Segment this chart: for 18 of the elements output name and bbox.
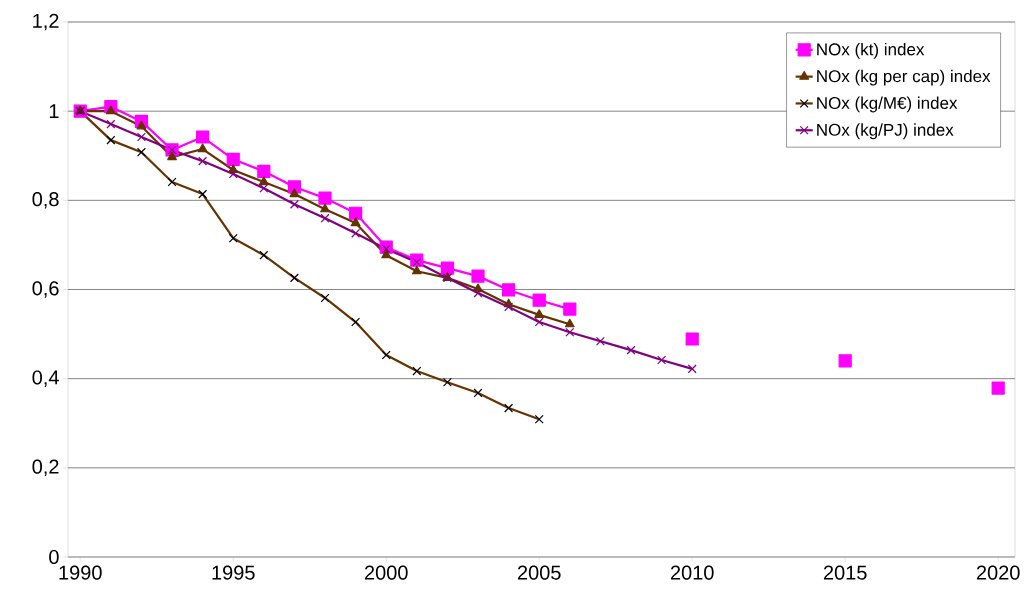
y-tick-label: 0,2 [32, 459, 59, 477]
legend-label: NOx (kt) index [817, 42, 925, 59]
x-tick-label: 2000 [364, 565, 408, 580]
y-tick-label: 0,6 [32, 281, 59, 298]
x-tick-label: 1995 [212, 565, 255, 580]
x-tick-label: 2015 [823, 565, 867, 580]
y-tick-label: 0,8 [32, 192, 59, 209]
legend-label: NOx (kg/M€) index [817, 96, 958, 113]
y-tick-label: 1 [49, 104, 59, 119]
x-tick-label: 2020 [976, 565, 1020, 580]
x-tick-label: 2005 [517, 565, 561, 580]
legend-label: NOx (kg/PJ) index [817, 123, 954, 140]
legend-label: NOx (kg per cap) index [817, 69, 991, 86]
x-tick-label: 2010 [670, 565, 714, 580]
x-tick-label: 1990 [59, 565, 102, 580]
y-tick-label: 1,2 [33, 13, 59, 31]
y-tick-label: 0 [49, 549, 59, 565]
y-tick-label: 0,4 [32, 370, 59, 387]
